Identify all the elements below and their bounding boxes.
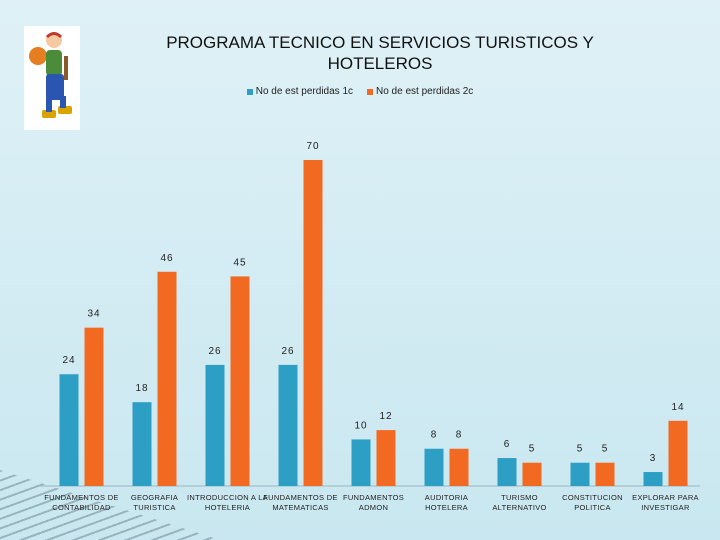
category-label-c4-line2: MATEMATICAS xyxy=(272,503,328,512)
category-label-c8-line1: CONSTITUCION xyxy=(562,493,623,502)
legend-swatch-series-2 xyxy=(367,88,373,95)
category-label-c7-line2: ALTERNATIVO xyxy=(492,503,546,512)
category-label-c4-line1: FUNDAMENTOS DE xyxy=(263,493,337,502)
data-label-s2-c2: 46 xyxy=(160,253,173,264)
data-label-s2-c7: 5 xyxy=(529,444,536,455)
category-label-c2-line1: GEOGRAFIA xyxy=(131,493,178,502)
category-label-c6-line2: HOTELERA xyxy=(425,503,468,512)
bar-s2-c1 xyxy=(84,327,104,486)
category-label-c1-line1: FUNDAMENTOS DE xyxy=(44,493,118,502)
category-label-c3-line2: HOTELERIA xyxy=(205,503,250,512)
bar-s1-c4 xyxy=(278,364,298,486)
data-label-s1-c8: 5 xyxy=(577,444,584,455)
category-label-c3-line1: INTRODUCCION A LA xyxy=(187,493,268,502)
data-label-s1-c7: 6 xyxy=(504,439,511,450)
legend-item-series-1: No de est perdidas 1c xyxy=(246,86,353,97)
category-label-c9-line1: EXPLORAR PARA xyxy=(632,493,699,502)
data-label-s2-c9: 14 xyxy=(671,402,684,413)
data-label-s2-c3: 45 xyxy=(233,257,246,268)
bar-s2-c4 xyxy=(303,160,323,486)
data-label-s2-c1: 34 xyxy=(87,309,100,320)
chart-title: PROGRAMA TECNICO EN SERVICIOS TURISTICOS… xyxy=(166,33,594,73)
category-label-c8-line2: POLITICA xyxy=(574,503,611,512)
bar-s2-c3 xyxy=(230,276,250,486)
bar-s1-c9 xyxy=(643,472,663,486)
chart-legend: No de est perdidas 1c No de est perdidas… xyxy=(0,86,720,97)
data-label-s2-c8: 5 xyxy=(602,444,609,455)
bar-s2-c2 xyxy=(157,271,177,486)
data-label-s1-c9: 3 xyxy=(650,453,657,464)
bar-s1-c1 xyxy=(59,374,79,486)
data-label-s2-c6: 8 xyxy=(456,430,463,441)
category-label-c5-line1: FUNDAMENTOS xyxy=(343,493,404,502)
bar-s2-c5 xyxy=(376,430,396,486)
bar-s1-c2 xyxy=(132,402,152,486)
bar-s2-c8 xyxy=(595,462,615,486)
legend-label-series-2: No de est perdidas 2c xyxy=(376,86,474,97)
data-label-s1-c1: 24 xyxy=(62,355,75,366)
legend-label-series-1: No de est perdidas 1c xyxy=(255,86,353,97)
data-label-s1-c6: 8 xyxy=(431,430,438,441)
data-label-s1-c4: 26 xyxy=(281,346,294,357)
category-label-c1-line2: CONTABILIDAD xyxy=(52,503,111,512)
bar-s2-c6 xyxy=(449,448,469,486)
bar-s1-c7 xyxy=(497,458,517,486)
data-label-s2-c5: 12 xyxy=(379,411,392,422)
category-label-c2-line2: TURISTICA xyxy=(133,503,175,512)
category-label-c9-line2: INVESTIGAR xyxy=(641,503,690,512)
bar-s1-c3 xyxy=(205,364,225,486)
category-label-c5-line2: ADMON xyxy=(359,503,388,512)
bar-s2-c9 xyxy=(668,420,688,486)
data-label-s1-c5: 10 xyxy=(354,420,367,431)
data-label-s1-c2: 18 xyxy=(135,383,148,394)
data-label-s2-c4: 70 xyxy=(306,141,319,152)
category-label-c6-line1: AUDITORIA xyxy=(425,493,468,502)
data-label-s1-c3: 26 xyxy=(208,346,221,357)
bar-s1-c5 xyxy=(351,439,371,486)
category-label-c7-line1: TURISMO xyxy=(501,493,538,502)
legend-item-series-2: No de est perdidas 2c xyxy=(367,86,473,97)
bar-s1-c8 xyxy=(570,462,590,486)
legend-swatch-series-1 xyxy=(246,88,253,95)
bar-s2-c7 xyxy=(522,462,542,486)
bar-s1-c6 xyxy=(424,448,444,486)
hiker-mascot-icon xyxy=(24,26,80,130)
